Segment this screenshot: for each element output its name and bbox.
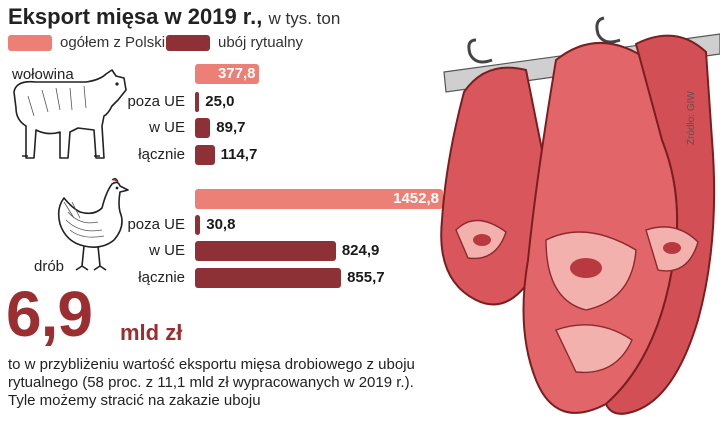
- legend-item-ritual: ubój rytualny: [166, 34, 303, 51]
- bar-ritual: [195, 241, 336, 261]
- meat-hams-illustration: [440, 16, 720, 415]
- highlight-value: 6,9: [6, 278, 93, 350]
- bar-ritual: [195, 92, 200, 112]
- bar-total: [195, 64, 260, 84]
- legend-label-total: ogółem z Polski: [60, 34, 166, 51]
- bar-value-label: 1452,8: [393, 190, 439, 207]
- legend-swatch-total: [8, 34, 52, 51]
- row-label: łącznie: [138, 146, 185, 163]
- bar-value-label: 30,8: [206, 216, 236, 233]
- category-label-poultry: drób: [34, 258, 65, 275]
- bar-ritual: [195, 118, 211, 138]
- row-label: w UE: [149, 119, 185, 136]
- bar-value-label: 25,0: [205, 93, 235, 110]
- highlight-note: to w przybliżeniu wartość eksportu mięsa…: [8, 356, 415, 409]
- chart-title: Eksport mięsa w 2019 r., w tys. ton: [8, 4, 340, 30]
- bar-value-label: 855,7: [347, 269, 385, 286]
- bar-value-label: 114,7: [220, 146, 258, 163]
- source-note: Źródło: GIW: [686, 91, 697, 145]
- row-label: w UE: [149, 242, 185, 259]
- row-label: łącznie: [138, 269, 185, 286]
- bar-value-label: 89,7: [216, 119, 246, 136]
- highlight-unit: mld zł: [120, 320, 183, 345]
- bar-ritual: [195, 215, 201, 235]
- bar-total: [195, 189, 443, 209]
- chicken-illustration: [57, 178, 129, 271]
- legend-label-ritual: ubój rytualny: [218, 34, 304, 51]
- title-text: Eksport mięsa w 2019 r.,: [8, 4, 263, 29]
- cow-illustration: [13, 69, 127, 159]
- legend-swatch-ritual: [166, 34, 210, 51]
- bar-value-label: 824,9: [341, 242, 380, 259]
- bar-value-label: 377,8: [217, 65, 256, 82]
- row-label: poza UE: [127, 93, 185, 110]
- category-label-beef: wołowina: [12, 66, 74, 83]
- bar-ritual: [195, 268, 342, 288]
- bar-ritual: [195, 145, 215, 165]
- legend-item-total: ogółem z Polski: [8, 34, 165, 51]
- title-unit: w tys. ton: [268, 9, 341, 28]
- row-label: poza UE: [127, 216, 185, 233]
